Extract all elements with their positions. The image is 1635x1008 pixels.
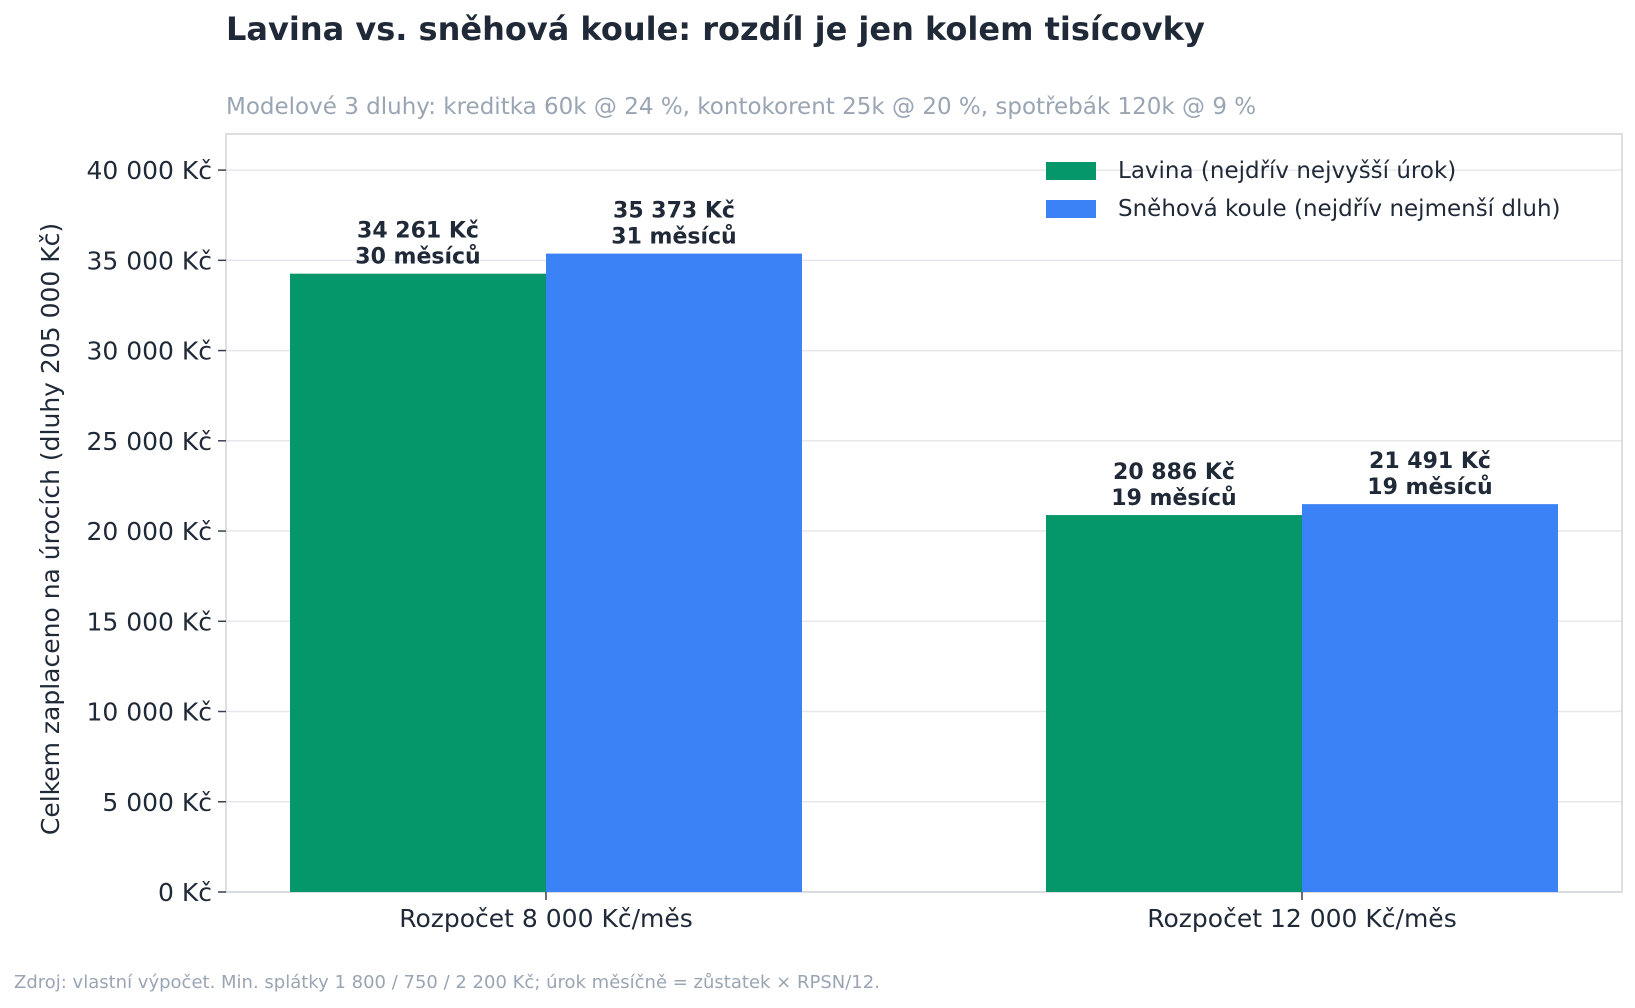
x-tick-label: Rozpočet 12 000 Kč/měs	[1147, 904, 1456, 933]
y-tick-label: 15 000 Kč	[86, 607, 212, 636]
chart-title: Lavina vs. sněhová koule: rozdíl je jen …	[226, 10, 1205, 48]
bar-value-label: 21 491 Kč	[1369, 449, 1491, 474]
bar-months-label: 30 měsíců	[355, 245, 480, 270]
legend: Lavina (nejdřív nejvyšší úrok) Sněhová k…	[1046, 152, 1561, 228]
bar-value-label: 34 261 Kč	[357, 219, 479, 244]
bar-lavina	[290, 273, 546, 892]
legend-item-snehova-koule: Sněhová koule (nejdřív nejmenší dluh)	[1046, 190, 1561, 228]
bar-value-label: 35 373 Kč	[613, 199, 735, 224]
legend-label-snehova-koule: Sněhová koule (nejdřív nejmenší dluh)	[1118, 196, 1561, 222]
y-axis-label: Celkem zaplaceno na úrocích (dluhy 205 0…	[36, 223, 65, 835]
y-tick-label: 5 000 Kč	[102, 788, 212, 817]
bar-value-label: 20 886 Kč	[1113, 460, 1235, 485]
legend-item-lavina: Lavina (nejdřív nejvyšší úrok)	[1046, 152, 1561, 190]
bar-months-label: 19 měsíců	[1111, 486, 1236, 511]
bar-months-label: 31 měsíců	[611, 225, 736, 250]
y-tick-label: 0 Kč	[158, 878, 212, 907]
legend-label-lavina: Lavina (nejdřív nejvyšší úrok)	[1118, 158, 1457, 184]
source-note: Zdroj: vlastní výpočet. Min. splátky 1 8…	[14, 972, 880, 993]
legend-swatch-lavina	[1046, 162, 1096, 180]
bar-months-label: 19 měsíců	[1367, 475, 1492, 500]
y-tick-label: 40 000 Kč	[86, 156, 212, 185]
bar-snehova-koule	[546, 253, 802, 893]
plot-frame	[225, 133, 1623, 893]
legend-swatch-snehova-koule	[1046, 200, 1096, 218]
y-tick-label: 10 000 Kč	[86, 698, 212, 727]
y-tick-label: 20 000 Kč	[86, 517, 212, 546]
chart-subtitle: Modelové 3 dluhy: kreditka 60k @ 24 %, k…	[226, 94, 1257, 120]
y-tick-label: 30 000 Kč	[86, 337, 212, 366]
y-tick-label: 35 000 Kč	[86, 246, 212, 275]
y-tick-label: 25 000 Kč	[86, 427, 212, 456]
x-tick-label: Rozpočet 8 000 Kč/měs	[399, 904, 693, 933]
bar-snehova-koule	[1302, 504, 1558, 892]
bar-lavina	[1046, 515, 1302, 892]
